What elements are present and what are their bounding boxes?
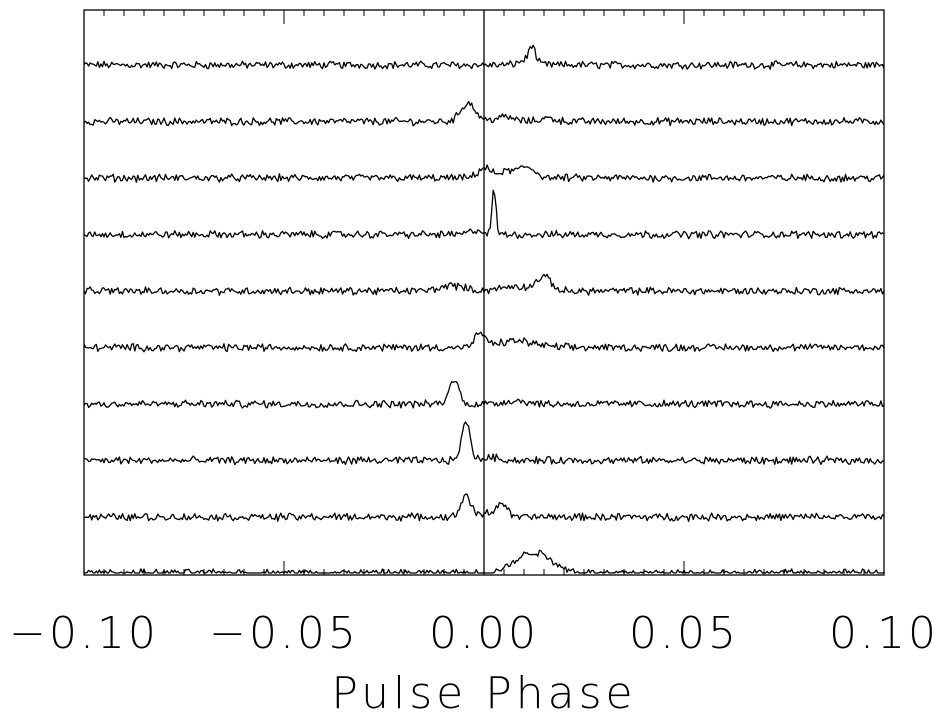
pulse-profile-series bbox=[83, 273, 885, 296]
pulse-profile-series bbox=[83, 100, 885, 127]
x-tick-label: −0.10 bbox=[9, 608, 159, 659]
x-tick-label: 0.00 bbox=[429, 608, 539, 659]
pulse-profile-series bbox=[83, 493, 885, 522]
pulse-profile-series bbox=[83, 189, 885, 240]
x-tick-labels: −0.10 −0.05 0.00 0.05 0.10 bbox=[9, 608, 939, 659]
pulse-profile-series bbox=[84, 549, 885, 574]
x-tick-label: 0.05 bbox=[629, 608, 739, 659]
x-axis-title: Pulse Phase bbox=[331, 668, 636, 718]
x-tick-label: 0.10 bbox=[829, 608, 939, 659]
pulse-profile-series bbox=[83, 421, 885, 466]
x-tick-label: −0.05 bbox=[209, 608, 359, 659]
pulse-profile-series bbox=[83, 380, 885, 409]
pulse-profile-series bbox=[83, 164, 885, 183]
pulse-profile-series bbox=[83, 44, 885, 70]
pulse-profile-series bbox=[83, 331, 885, 353]
pulse-series-group bbox=[83, 44, 885, 574]
